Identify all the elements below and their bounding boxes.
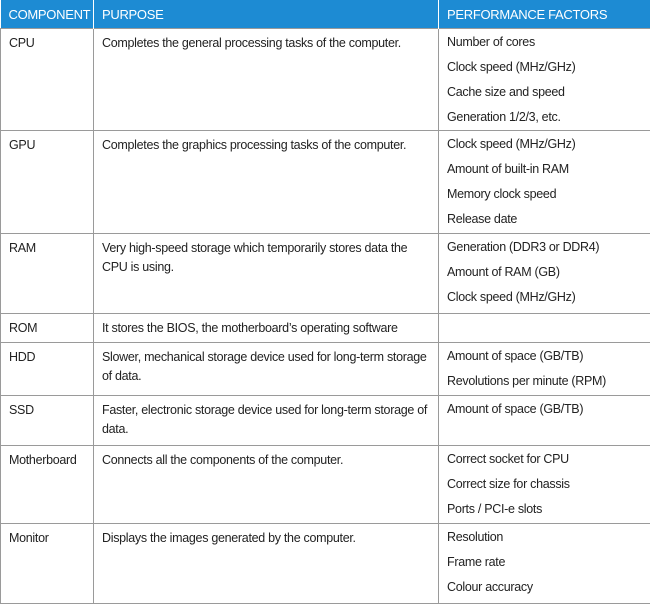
factors-cell: Clock speed (MHz/GHz)Amount of built-in …: [439, 131, 650, 234]
factor: Amount of space (GB/TB): [447, 344, 642, 369]
factor: Generation (DDR3 or DDR4): [447, 235, 642, 260]
purpose-cell: It stores the BIOS, the motherboard’s op…: [94, 314, 439, 343]
factor: Frame rate: [447, 550, 642, 575]
header-cell: COMPONENT: [1, 0, 94, 29]
purpose-cell: Very high-speed storage which temporaril…: [94, 234, 439, 314]
factor: Amount of built-in RAM: [447, 157, 642, 182]
factor: Memory clock speed: [447, 182, 642, 207]
factor: Amount of RAM (GB): [447, 260, 642, 285]
factor: Correct size for chassis: [447, 472, 642, 497]
factor: Clock speed (MHz/GHz): [447, 285, 642, 310]
factor: Number of cores: [447, 30, 642, 55]
component-cell: CPU: [1, 29, 94, 131]
factor: Clock speed (MHz/GHz): [447, 132, 642, 157]
component-cell: HDD: [1, 343, 94, 396]
factors-cell: Amount of space (GB/TB)Revolutions per m…: [439, 343, 650, 396]
header-cell: PERFORMANCE FACTORS: [439, 0, 650, 29]
purpose-cell: Connects all the components of the compu…: [94, 446, 439, 524]
factor: Generation 1/2/3, etc.: [447, 105, 642, 130]
component-cell: Motherboard: [1, 446, 94, 524]
purpose-cell: Completes the general processing tasks o…: [94, 29, 439, 131]
purpose-cell: Faster, electronic storage device used f…: [94, 396, 439, 446]
factor: Clock speed (MHz/GHz): [447, 55, 642, 80]
component-cell: RAM: [1, 234, 94, 314]
purpose-cell: Completes the graphics processing tasks …: [94, 131, 439, 234]
factor: Revolutions per minute (RPM): [447, 369, 642, 394]
component-cell: Monitor: [1, 524, 94, 604]
factors-cell: Amount of space (GB/TB): [439, 396, 650, 446]
factor: Ports / PCI-e slots: [447, 497, 642, 522]
header-cell: PURPOSE: [94, 0, 439, 29]
component-cell: GPU: [1, 131, 94, 234]
factor: Resolution: [447, 525, 642, 550]
component-cell: ROM: [1, 314, 94, 343]
factor: Release date: [447, 207, 642, 232]
factor: Amount of space (GB/TB): [447, 397, 642, 422]
factor: Correct socket for CPU: [447, 447, 642, 472]
factor: Cache size and speed: [447, 80, 642, 105]
factors-cell: Generation (DDR3 or DDR4)Amount of RAM (…: [439, 234, 650, 314]
factor: Colour accuracy: [447, 575, 642, 600]
factors-cell: [439, 314, 650, 343]
purpose-cell: Displays the images generated by the com…: [94, 524, 439, 604]
purpose-cell: Slower, mechanical storage device used f…: [94, 343, 439, 396]
component-cell: SSD: [1, 396, 94, 446]
